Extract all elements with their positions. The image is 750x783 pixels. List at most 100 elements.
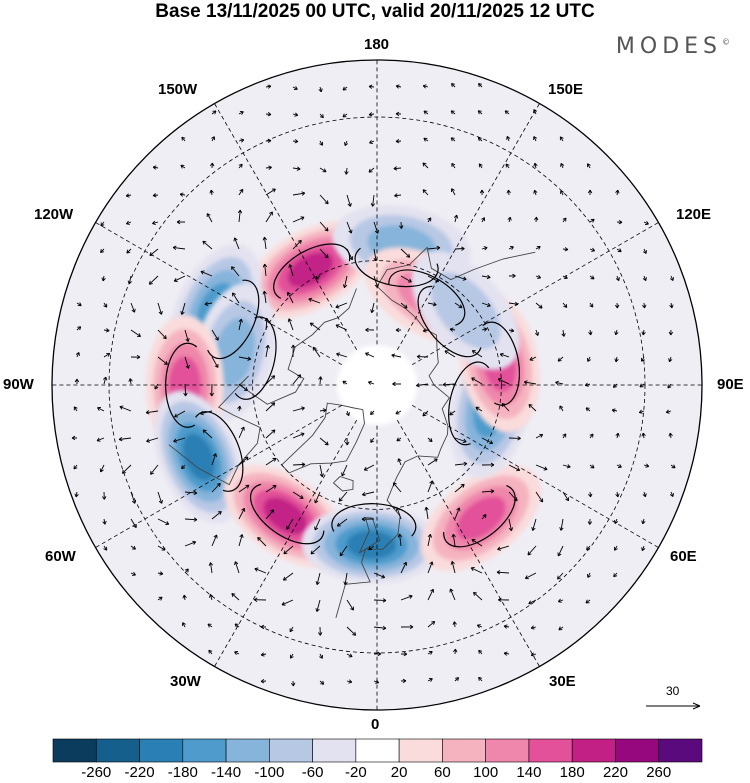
wind-arrow bbox=[184, 568, 189, 574]
wind-arrow bbox=[427, 588, 435, 601]
wind-arrow bbox=[667, 383, 672, 389]
wind-arrow bbox=[292, 239, 302, 250]
wind-arrow bbox=[181, 464, 186, 470]
streamline-low-east-siberia bbox=[417, 285, 482, 358]
colorbar-tick: 140 bbox=[516, 764, 542, 781]
wind-arrow bbox=[231, 266, 240, 277]
wind-arrow bbox=[611, 408, 618, 413]
colorbar-swatch bbox=[52, 738, 97, 763]
wind-arrow bbox=[535, 464, 548, 471]
wind-arrow bbox=[184, 517, 198, 522]
wind-arrow bbox=[292, 406, 305, 412]
chart-title: Base 13/11/2025 00 UTC, valid 20/11/2025… bbox=[155, 1, 595, 22]
wind-arrow bbox=[589, 302, 594, 308]
colorbar bbox=[52, 738, 703, 763]
colorbar-swatch bbox=[355, 738, 400, 763]
wind-arrow bbox=[102, 491, 107, 500]
wind-arrow bbox=[614, 329, 619, 336]
wind-arrow bbox=[669, 491, 674, 497]
wind-arrow bbox=[587, 189, 593, 196]
wind-arrow bbox=[614, 302, 620, 309]
wind-arrow bbox=[184, 329, 190, 342]
wind-arrow bbox=[392, 482, 402, 493]
wind-arrow bbox=[184, 356, 190, 369]
wind-arrow bbox=[368, 112, 375, 117]
wind-arrow bbox=[668, 329, 674, 336]
wind-arrow bbox=[238, 383, 248, 392]
wind-arrow bbox=[238, 188, 244, 196]
wind-arrow bbox=[585, 599, 591, 604]
wind-arrow bbox=[562, 247, 569, 252]
wind-arrow bbox=[534, 329, 540, 336]
wind-arrow bbox=[395, 327, 402, 333]
wind-arrow bbox=[211, 453, 217, 466]
wind-arrow bbox=[265, 402, 276, 412]
wind-arrow bbox=[346, 599, 354, 611]
wind-arrow bbox=[265, 138, 272, 144]
wind-arrow bbox=[315, 275, 321, 280]
wind-arrow bbox=[173, 437, 186, 443]
coastline-1 bbox=[281, 402, 365, 474]
wind-arrow bbox=[343, 572, 348, 586]
wind-arrow bbox=[416, 354, 429, 359]
wind-arrow bbox=[639, 383, 645, 388]
streamline-high-east-siberia-north bbox=[388, 269, 466, 326]
lon-label-30w: 30W bbox=[170, 673, 201, 690]
wind-arrow bbox=[373, 651, 382, 657]
colorbar-swatch bbox=[398, 738, 443, 763]
wind-arrow bbox=[559, 518, 564, 531]
wind-arrow bbox=[557, 598, 564, 603]
wind-arrow bbox=[427, 217, 432, 223]
wind-arrow bbox=[481, 217, 486, 223]
wind-arrow bbox=[211, 511, 222, 520]
wind-arrow bbox=[454, 461, 468, 467]
wind-arrow bbox=[427, 620, 436, 628]
wind-arrow bbox=[99, 464, 105, 473]
wind-arrow bbox=[365, 327, 375, 333]
wind-arrow bbox=[238, 534, 244, 547]
wind-arrow bbox=[238, 456, 249, 466]
wind-arrow bbox=[292, 166, 301, 171]
wind-arrow bbox=[102, 518, 107, 525]
wind-arrow bbox=[289, 653, 294, 659]
wind-arrow bbox=[234, 651, 240, 656]
wind-arrow bbox=[481, 246, 488, 251]
wind-arrow bbox=[559, 136, 564, 142]
wind-arrow bbox=[101, 275, 106, 282]
wind-arrow bbox=[342, 380, 348, 385]
wind-arrow bbox=[508, 518, 514, 532]
wind-arrow bbox=[157, 596, 163, 601]
wind-arrow bbox=[127, 275, 132, 285]
wind-arrow bbox=[253, 597, 267, 602]
wind-arrow bbox=[238, 138, 245, 143]
reference-vector bbox=[646, 702, 701, 710]
wind-arrow bbox=[669, 275, 674, 281]
wind-arrow bbox=[638, 409, 645, 414]
lon-label-180: 180 bbox=[364, 36, 390, 53]
wind-arrow bbox=[508, 436, 521, 441]
wind-arrow bbox=[527, 545, 537, 556]
wind-arrow bbox=[125, 220, 132, 225]
wind-arrow bbox=[184, 540, 197, 547]
wind-arrow bbox=[615, 275, 620, 282]
lon-label-30e: 30E bbox=[549, 673, 576, 690]
wind-arrow bbox=[642, 275, 647, 282]
wind-arrow bbox=[479, 189, 485, 196]
wind-arrow bbox=[346, 221, 353, 234]
wind-arrow bbox=[642, 491, 647, 498]
wind-arrow bbox=[422, 189, 429, 196]
wind-arrow bbox=[533, 109, 538, 115]
wind-arrow bbox=[475, 406, 483, 412]
wind-arrow bbox=[395, 139, 402, 144]
wind-arrow bbox=[207, 623, 213, 628]
meridian-30 bbox=[396, 419, 540, 667]
wind-arrow bbox=[335, 324, 348, 331]
colorbar-tick: 260 bbox=[646, 764, 672, 781]
wind-arrow bbox=[450, 137, 456, 142]
wind-arrow bbox=[481, 302, 491, 308]
wind-arrow bbox=[211, 136, 215, 142]
wind-arrow bbox=[100, 248, 105, 254]
wind-arrow bbox=[182, 622, 186, 628]
wind-arrow bbox=[73, 464, 78, 470]
